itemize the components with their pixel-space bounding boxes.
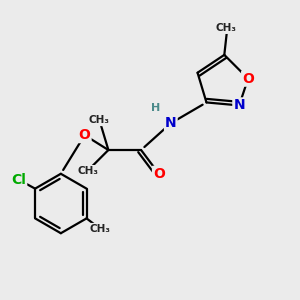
Text: Cl: Cl bbox=[11, 173, 26, 187]
Text: CH₃: CH₃ bbox=[77, 166, 98, 176]
Text: O: O bbox=[153, 167, 165, 181]
Text: O: O bbox=[79, 128, 91, 142]
Text: CH₃: CH₃ bbox=[215, 23, 236, 33]
Text: N: N bbox=[233, 98, 245, 112]
Text: N: N bbox=[165, 116, 177, 130]
Text: CH₃: CH₃ bbox=[89, 224, 110, 234]
Text: CH₃: CH₃ bbox=[89, 115, 110, 125]
Text: H: H bbox=[151, 103, 160, 113]
Text: O: O bbox=[242, 72, 254, 86]
